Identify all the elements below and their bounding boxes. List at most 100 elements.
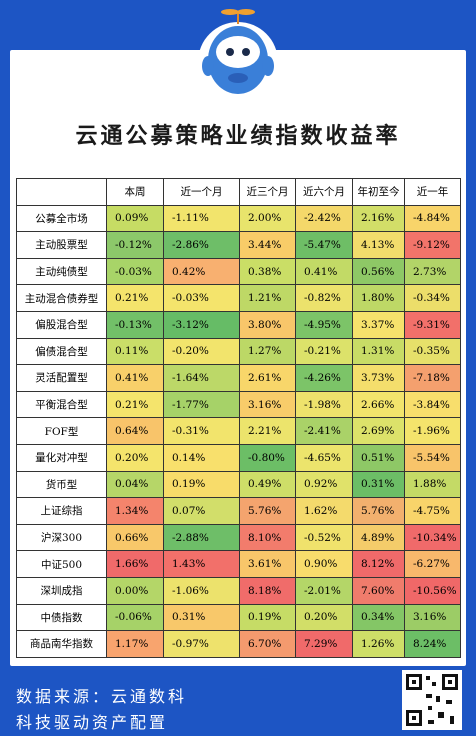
row-label: 公募全市场 [16,204,107,233]
table-body: 公募全市场 0.09% -1.11% 2.00% -2.42% 2.16% -4.84% 主动… [16,204,461,658]
value-cell: -7.18% [404,364,461,392]
row-label: 主动混合债券型 [16,284,107,312]
value-cell: 4.89% [352,523,405,552]
value-cell: 0.31% [352,470,405,499]
value-cell: 0.56% [352,257,405,286]
table-corner-cell [16,178,107,206]
column-header: 近三个月 [239,178,296,206]
value-cell: 5.76% [352,497,405,525]
value-cell: 1.80% [352,284,405,312]
row-label: 中证500 [16,550,107,578]
value-cell: 0.41% [295,257,353,286]
value-cell: -0.82% [295,284,353,312]
value-cell: 3.61% [239,550,296,578]
value-cell: 8.24% [404,630,461,658]
value-cell: 3.73% [352,364,405,392]
table-row: 中债指数 -0.06% 0.31% 0.19% 0.20% 0.34% 3.16% [16,603,461,632]
value-cell: 2.69% [352,417,405,445]
value-cell: 0.90% [295,550,353,578]
value-cell: -0.12% [106,231,164,259]
value-cell: 2.73% [404,257,461,286]
value-cell: 2.16% [352,204,405,233]
value-cell: -2.01% [295,576,353,605]
table-row: FOF型 0.64% -0.31% 2.21% -2.41% 2.69% -1.96% [16,417,461,445]
footer-slogan-text: 科技驱动资产配置 [16,713,169,732]
table-row: 偏债混合型 0.11% -0.20% 1.27% -0.21% 1.31% -0.35% [16,337,461,366]
value-cell: 0.09% [106,204,164,233]
value-cell: 1.34% [106,497,164,525]
table-row: 公募全市场 0.09% -1.11% 2.00% -2.42% 2.16% -4.84% [16,204,461,233]
row-label: 量化对冲型 [16,443,107,472]
value-cell: 1.66% [106,550,164,578]
value-cell: -2.42% [295,204,353,233]
value-cell: -0.80% [239,443,296,472]
table-row: 主动股票型 -0.12% -2.86% 3.44% -5.47% 4.13% -9.12% [16,231,461,259]
footer-source-text: 数据来源：云通数科 [16,687,188,706]
value-cell: 0.34% [352,603,405,632]
column-header: 本周 [106,178,164,206]
qr-code-icon [402,670,462,730]
row-label: 深圳成指 [16,576,107,605]
value-cell: -9.12% [404,231,461,259]
value-cell: 0.20% [106,443,164,472]
value-cell: -3.84% [404,390,461,419]
value-cell: 1.62% [295,497,353,525]
table-row: 中证500 1.66% 1.43% 3.61% 0.90% 8.12% -6.27% [16,550,461,578]
value-cell: 1.26% [352,630,405,658]
value-cell: -6.27% [404,550,461,578]
row-label: 商品南华指数 [16,630,107,658]
table-row: 深圳成指 0.00% -1.06% 8.18% -2.01% 7.60% -10.56% [16,576,461,605]
row-label: 沪深300 [16,523,107,552]
value-cell: -5.47% [295,231,353,259]
row-label: 平衡混合型 [16,390,107,419]
value-cell: 7.60% [352,576,405,605]
value-cell: 0.64% [106,417,164,445]
value-cell: -2.86% [163,231,240,259]
value-cell: -1.98% [295,390,353,419]
row-label: 主动股票型 [16,231,107,259]
value-cell: -4.75% [404,497,461,525]
value-cell: -1.64% [163,364,240,392]
value-cell: 0.92% [295,470,353,499]
value-cell: 3.16% [404,603,461,632]
value-cell: 0.31% [163,603,240,632]
value-cell: 0.42% [163,257,240,286]
value-cell: 6.70% [239,630,296,658]
table-row: 偏股混合型 -0.13% -3.12% 3.80% -4.95% 3.37% -9.31% [16,310,461,339]
row-label: 偏债混合型 [16,337,107,366]
value-cell: -5.54% [404,443,461,472]
value-cell: 1.27% [239,337,296,366]
value-cell: 0.14% [163,443,240,472]
table-row: 量化对冲型 0.20% 0.14% -0.80% -4.65% 0.51% -5.54% [16,443,461,472]
table-row: 商品南华指数 1.17% -0.97% 6.70% 7.29% 1.26% 8.24% [16,630,461,658]
value-cell: 0.21% [106,284,164,312]
value-cell: -0.06% [106,603,164,632]
value-cell: -1.96% [404,417,461,445]
value-cell: 0.66% [106,523,164,552]
value-cell: 8.10% [239,523,296,552]
value-cell: -2.88% [163,523,240,552]
value-cell: 0.04% [106,470,164,499]
value-cell: -0.03% [106,257,164,286]
table-row: 货币型 0.04% 0.19% 0.49% 0.92% 0.31% 1.88% [16,470,461,499]
value-cell: -0.52% [295,523,353,552]
value-cell: -4.84% [404,204,461,233]
value-cell: 2.61% [239,364,296,392]
value-cell: -1.11% [163,204,240,233]
value-cell: 4.13% [352,231,405,259]
row-label: 主动纯债型 [16,257,107,286]
value-cell: 7.29% [295,630,353,658]
value-cell: 0.00% [106,576,164,605]
value-cell: 1.88% [404,470,461,499]
row-label: FOF型 [16,417,107,445]
column-header: 近六个月 [295,178,353,206]
value-cell: -10.34% [404,523,461,552]
value-cell: 0.11% [106,337,164,366]
value-cell: 0.19% [163,470,240,499]
value-cell: 1.17% [106,630,164,658]
value-cell: -1.77% [163,390,240,419]
value-cell: 0.41% [106,364,164,392]
value-cell: 5.76% [239,497,296,525]
value-cell: -0.21% [295,337,353,366]
value-cell: -0.03% [163,284,240,312]
